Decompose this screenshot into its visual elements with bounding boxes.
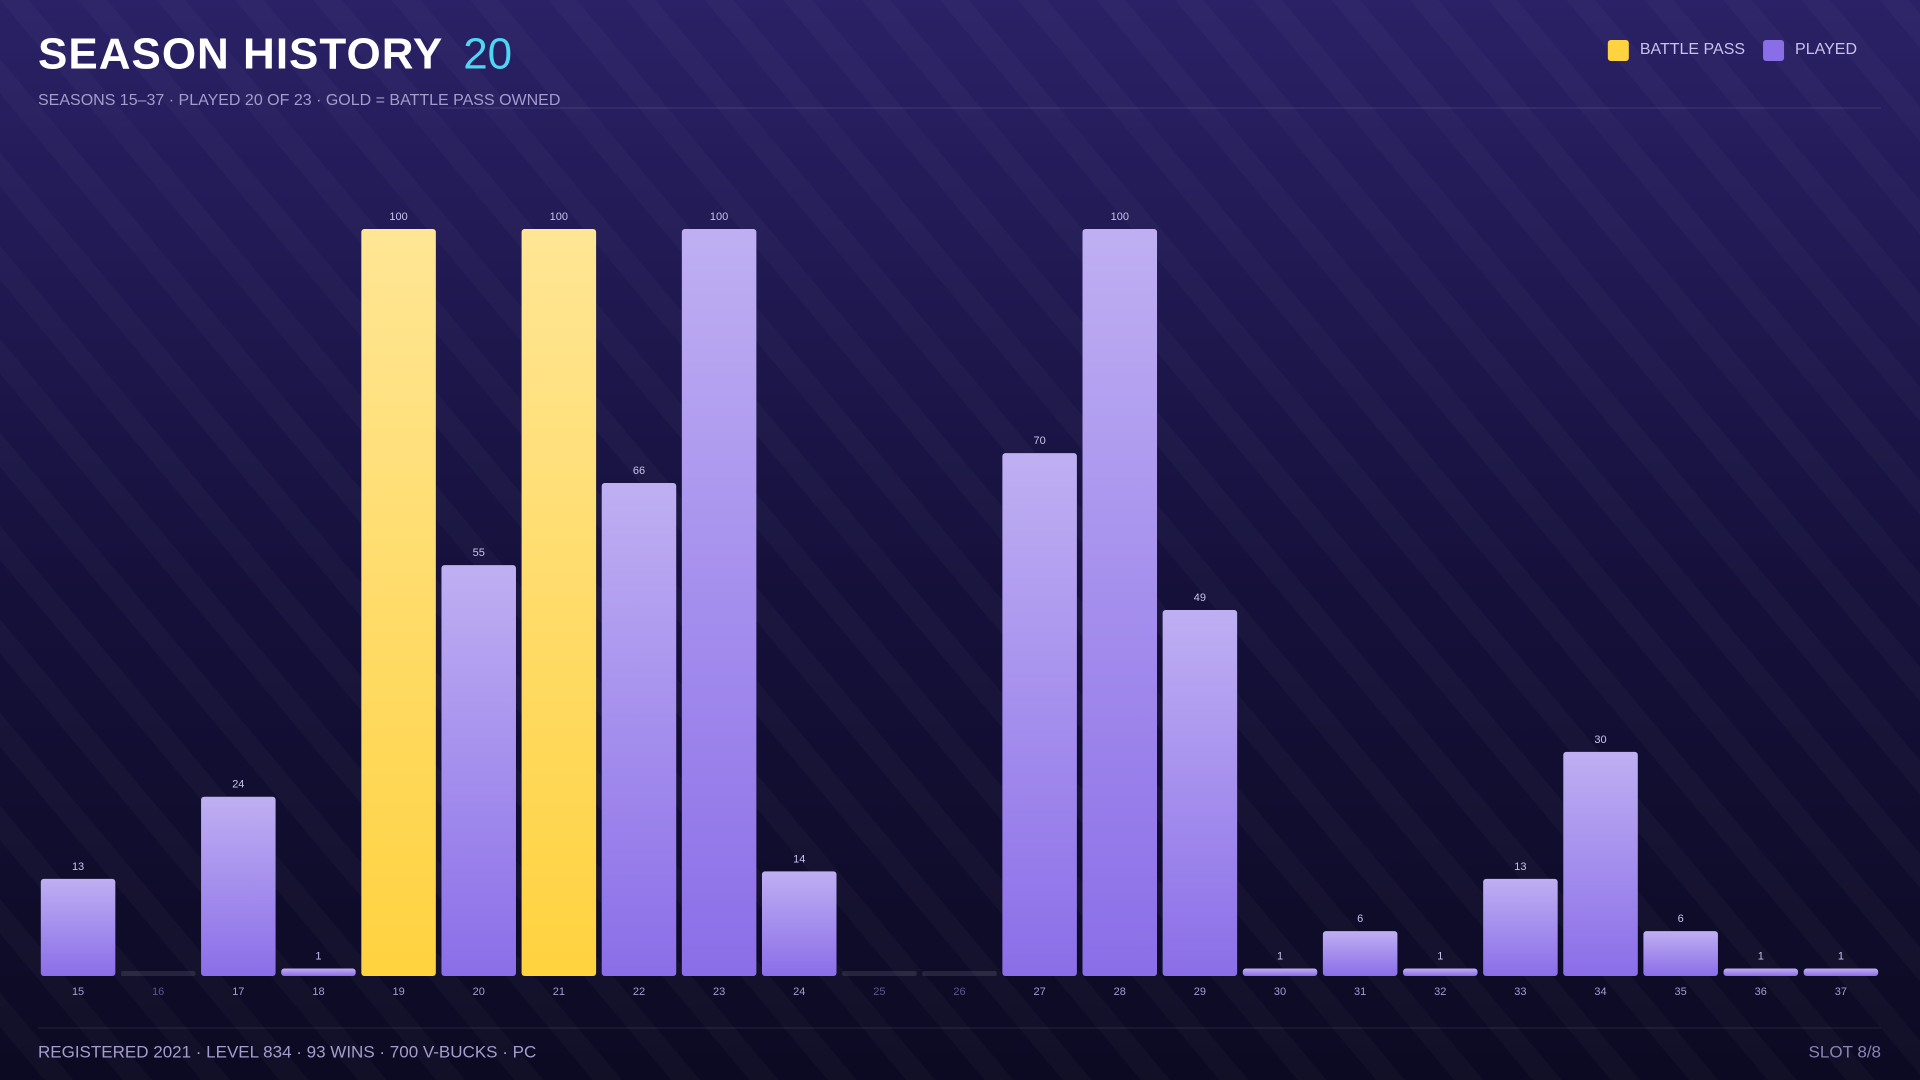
bar bbox=[1643, 931, 1718, 976]
chart-subtitle: SEASONS 15–37 · PLAYED 20 OF 23 · GOLD =… bbox=[38, 92, 560, 109]
bar bbox=[601, 482, 677, 976]
x-tick-label: 25 bbox=[873, 986, 885, 998]
value-label: 1 bbox=[1437, 950, 1443, 962]
x-tick-label: 26 bbox=[953, 986, 965, 998]
value-label: 66 bbox=[633, 465, 645, 477]
value-label: 6 bbox=[1357, 913, 1363, 925]
bar bbox=[1403, 968, 1478, 976]
bar bbox=[201, 796, 276, 976]
x-tick-label: 22 bbox=[633, 986, 645, 998]
value-label: 49 bbox=[1194, 592, 1206, 604]
bar bbox=[1082, 229, 1158, 976]
value-label: 13 bbox=[1514, 861, 1526, 873]
x-tick-label: 29 bbox=[1194, 986, 1206, 998]
legend-label: BATTLE PASS bbox=[1640, 41, 1745, 58]
x-tick-label: 15 bbox=[72, 986, 84, 998]
bar bbox=[1162, 609, 1238, 976]
bar bbox=[361, 229, 436, 976]
value-label: 24 bbox=[232, 779, 244, 791]
x-tick-label: 18 bbox=[312, 986, 324, 998]
chart-title: SEASON HISTORY bbox=[38, 30, 443, 79]
x-tick-label: 23 bbox=[713, 986, 725, 998]
x-tick-label: 31 bbox=[1354, 986, 1366, 998]
value-label: 1 bbox=[1758, 950, 1764, 962]
x-tick-label: 33 bbox=[1514, 986, 1526, 998]
x-tick-label: 37 bbox=[1835, 986, 1847, 998]
value-label: 30 bbox=[1594, 734, 1606, 746]
bar bbox=[1002, 453, 1077, 977]
x-tick-label: 20 bbox=[473, 986, 485, 998]
x-tick-label: 27 bbox=[1034, 986, 1046, 998]
value-label: 1 bbox=[315, 950, 321, 962]
bar bbox=[761, 871, 837, 976]
current-season: 20 bbox=[463, 30, 512, 79]
legend: PLAYED BATTLE PASS bbox=[1607, 40, 1857, 61]
bar bbox=[1803, 968, 1879, 976]
bar bbox=[681, 229, 757, 976]
legend-swatch bbox=[1763, 40, 1785, 61]
x-tick-label: 16 bbox=[152, 986, 164, 998]
bar bbox=[1483, 878, 1558, 976]
legend-label: PLAYED bbox=[1795, 41, 1857, 58]
unplayed-stub bbox=[842, 971, 917, 976]
value-label: 100 bbox=[710, 211, 728, 223]
unplayed-stub bbox=[120, 971, 196, 976]
value-label: 70 bbox=[1034, 435, 1046, 447]
unplayed-stub bbox=[922, 971, 997, 976]
value-label: 100 bbox=[1111, 211, 1129, 223]
x-tick-label: 19 bbox=[392, 986, 404, 998]
x-tick-label: 17 bbox=[232, 986, 244, 998]
x-tick-label: 35 bbox=[1675, 986, 1687, 998]
value-label: 100 bbox=[389, 211, 407, 223]
legend-swatch bbox=[1607, 40, 1629, 61]
footer-info: REGISTERED 2021 · LEVEL 834 · 93 WINS · … bbox=[38, 1042, 536, 1061]
bar bbox=[1322, 931, 1398, 976]
x-tick-label: 24 bbox=[793, 986, 805, 998]
bar bbox=[281, 968, 356, 976]
value-label: 1 bbox=[1277, 950, 1283, 962]
bar bbox=[1242, 968, 1318, 976]
bar bbox=[1723, 968, 1799, 976]
x-tick-label: 32 bbox=[1434, 986, 1446, 998]
footer-slot: SLOT 8/8 bbox=[1809, 1042, 1881, 1061]
bar bbox=[441, 565, 516, 976]
value-label: 55 bbox=[473, 547, 485, 559]
value-label: 6 bbox=[1678, 913, 1684, 925]
bar bbox=[521, 229, 597, 976]
bar bbox=[40, 878, 116, 976]
x-tick-label: 21 bbox=[553, 986, 565, 998]
x-tick-label: 36 bbox=[1755, 986, 1767, 998]
value-label: 14 bbox=[793, 853, 805, 865]
x-tick-label: 30 bbox=[1274, 986, 1286, 998]
x-tick-label: 28 bbox=[1114, 986, 1126, 998]
value-label: 100 bbox=[550, 211, 568, 223]
bar bbox=[1563, 751, 1638, 976]
value-label: 1 bbox=[1838, 950, 1844, 962]
value-label: 13 bbox=[72, 861, 84, 873]
header: SEASON HISTORY 20 SEASONS 15–37 · PLAYED… bbox=[38, 30, 1881, 109]
x-tick-label: 34 bbox=[1594, 986, 1606, 998]
